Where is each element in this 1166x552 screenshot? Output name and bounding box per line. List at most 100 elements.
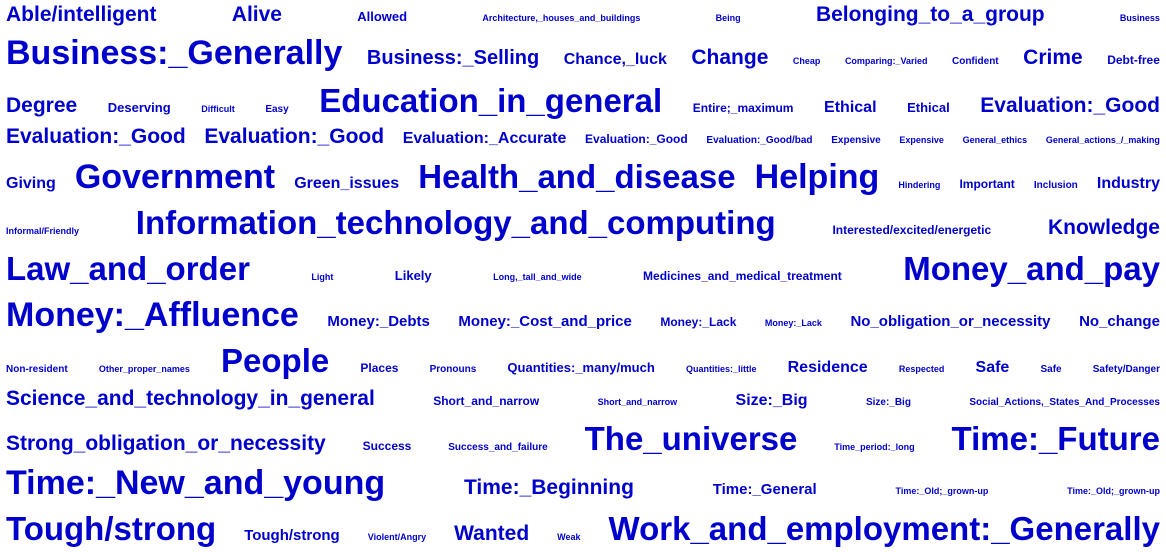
- word: Knowledge: [1047, 216, 1160, 239]
- word: Safety/Danger: [1092, 364, 1160, 375]
- word: Business:_Generally: [6, 34, 343, 72]
- word: The_universe: [584, 420, 798, 457]
- word: Comparing:_Varied: [844, 56, 928, 66]
- word: General_actions_/_making: [1045, 135, 1160, 145]
- word: Tough/strong: [6, 510, 217, 547]
- word: Size:_Big: [865, 397, 911, 408]
- word: Allowed: [357, 9, 408, 24]
- word: Information_technology_and_computing: [135, 204, 776, 241]
- word: Evaluation:_Good: [980, 94, 1160, 117]
- word: No_change: [1079, 313, 1160, 330]
- word: Wanted: [454, 522, 530, 545]
- word: Chance,_luck: [563, 51, 667, 68]
- word: Quantities:_many/much: [507, 360, 655, 375]
- word: Green_issues: [294, 175, 400, 192]
- word: Success_and_failure: [448, 442, 548, 453]
- word: Business:_Selling: [366, 47, 540, 69]
- word: Pronouns: [429, 364, 477, 375]
- cloud-row: Business:_Generally Business:_Selling Ch…: [6, 36, 1160, 70]
- word: Tough/strong: [244, 527, 340, 544]
- word: Confident: [951, 56, 999, 67]
- word: Safe: [1040, 364, 1062, 375]
- cloud-row: Tough/strong Tough/strong Violent/Angry …: [6, 512, 1160, 545]
- cloud-row: Law_and_order Light Likely Long,_tall_an…: [6, 252, 1160, 285]
- word: Time:_Beginning: [463, 476, 634, 499]
- word: No_obligation_or_necessity: [850, 313, 1051, 330]
- word: Education_in_general: [319, 82, 663, 119]
- word: Degree: [6, 94, 78, 117]
- word: Interested/excited/energetic: [832, 223, 992, 237]
- word: Evaluation:_Good: [204, 125, 385, 148]
- word: Alive: [231, 3, 282, 26]
- word: Quantities:_little: [685, 364, 757, 374]
- cloud-row: Science_and_technology_in_general Short_…: [6, 388, 1160, 409]
- cloud-row: Strong_obligation_or_necessity Success S…: [6, 422, 1160, 455]
- word: Violent/Angry: [367, 532, 427, 542]
- word: Health_and_disease: [418, 158, 736, 195]
- word: Being: [715, 13, 741, 23]
- word: Architecture,_houses_and_buildings: [482, 13, 641, 23]
- word: Industry: [1096, 175, 1160, 192]
- word: Science_and_technology_in_general: [6, 387, 375, 410]
- word: Belonging_to_a_group: [815, 3, 1045, 26]
- word: Expensive: [899, 135, 944, 145]
- word: Easy: [265, 104, 289, 115]
- word: Evaluation:_Good: [6, 125, 186, 148]
- word: Ethical: [824, 99, 877, 116]
- cloud-row: Giving Government Green_issues Health_an…: [6, 160, 1160, 194]
- word: Time:_New_and_young: [6, 464, 386, 502]
- word: Hindering: [898, 180, 941, 190]
- word: Short_and_narrow: [433, 394, 540, 408]
- word: Business: [1119, 13, 1160, 23]
- word: Law_and_order: [6, 250, 250, 287]
- word: Informal/Friendly: [6, 226, 80, 236]
- word: Time:_Old;_grown-up: [895, 486, 989, 496]
- word: Inclusion: [1033, 180, 1078, 191]
- cloud-row: Time:_New_and_young Time:_Beginning Time…: [6, 466, 1160, 500]
- word: Social_Actions,_States_And_Processes: [969, 397, 1160, 408]
- cloud-row: Money:_Affluence Money:_Debts Money:_Cos…: [6, 298, 1160, 332]
- word: Other_proper_names: [98, 364, 190, 374]
- word: Success: [362, 439, 412, 453]
- word: Debt-free: [1107, 53, 1160, 67]
- word: Light: [311, 272, 334, 282]
- word: General_ethics: [962, 135, 1028, 145]
- cloud-row: Evaluation:_Good Evaluation:_Good Evalua…: [6, 126, 1160, 147]
- word: Helping: [754, 158, 880, 196]
- word: Time:_Old;_grown-up: [1067, 486, 1160, 496]
- word: Short_and_narrow: [597, 397, 678, 407]
- word: Long,_tall_and_wide: [493, 272, 582, 282]
- word: Expensive: [831, 135, 881, 146]
- word: Non-resident: [6, 364, 68, 375]
- cloud-row: Able/intelligent Alive Allowed Architect…: [6, 4, 1160, 25]
- word: Residence: [787, 359, 868, 376]
- word: Likely: [394, 268, 432, 283]
- word: Time:_General: [712, 481, 817, 498]
- word: Respected: [898, 364, 945, 374]
- word: Government: [74, 158, 276, 196]
- word: Work_and_employment:_Generally: [608, 510, 1160, 547]
- word: Evaluation:_Accurate: [402, 130, 567, 147]
- word: People: [221, 342, 330, 379]
- word: Entire;_maximum: [692, 101, 794, 115]
- word: Time_period:_long: [834, 442, 915, 452]
- word: Evaluation:_Good: [585, 132, 688, 146]
- word: Places: [360, 361, 399, 375]
- word: Safe: [975, 359, 1010, 376]
- cloud-row: Degree Deserving Difficult Easy Educatio…: [6, 84, 1160, 117]
- word: Giving: [6, 175, 56, 192]
- word: Difficult: [201, 104, 235, 114]
- word: Money:_Debts: [327, 313, 430, 330]
- word: Money:_Lack: [764, 318, 822, 328]
- word: Money:_Lack: [660, 315, 737, 329]
- word: Money_and_pay: [903, 250, 1160, 287]
- word: Weak: [557, 532, 581, 542]
- word: Cheap: [792, 56, 821, 66]
- cloud-row: Informal/Friendly Information_technology…: [6, 206, 1160, 239]
- word: Time:_Future: [951, 420, 1160, 457]
- word: Change: [691, 46, 769, 69]
- word: Evaluation:_Good/bad: [706, 135, 813, 146]
- word: Money:_Affluence: [6, 296, 299, 334]
- word: Able/intelligent: [6, 3, 157, 26]
